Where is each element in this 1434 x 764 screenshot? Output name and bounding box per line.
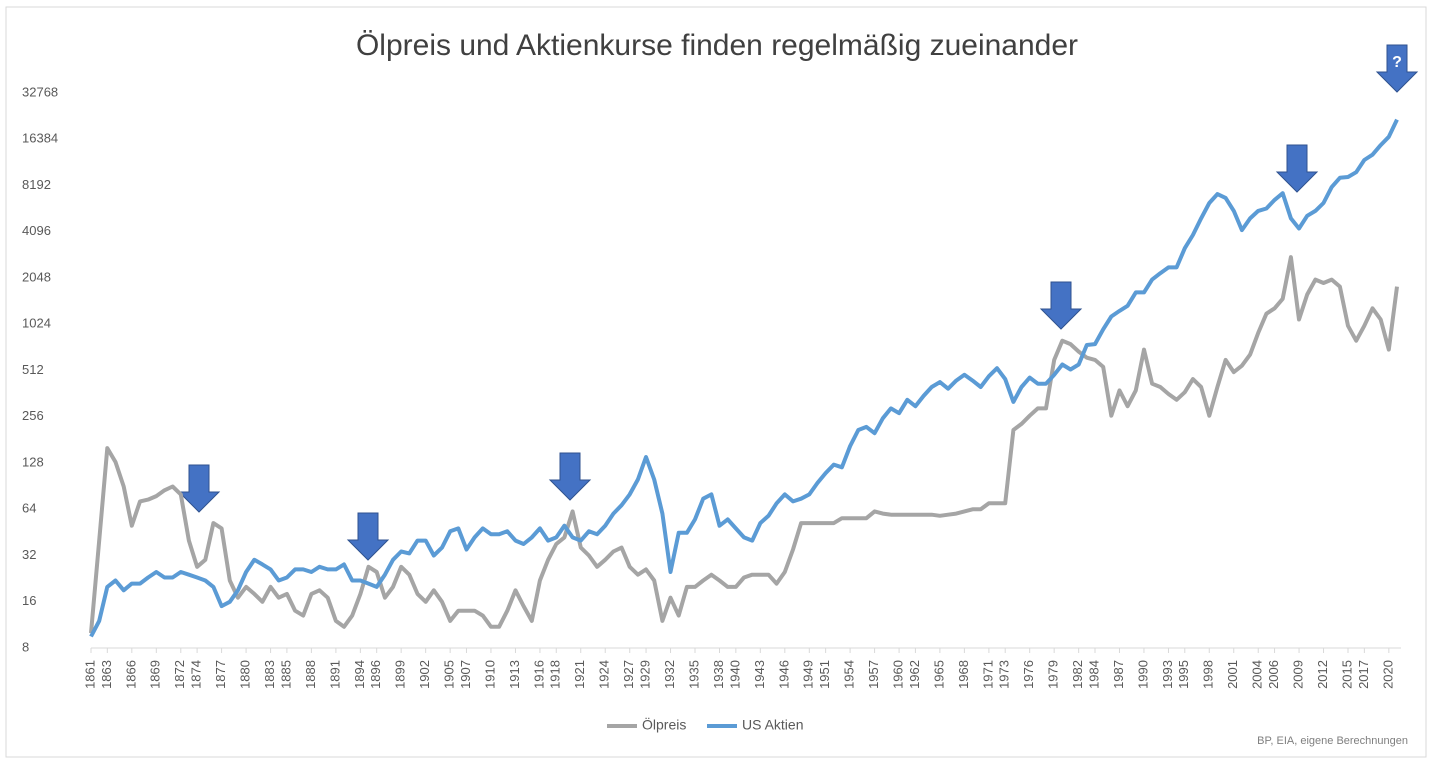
x-tick-label: 1872 — [172, 660, 187, 689]
x-tick-label: 1938 — [711, 660, 726, 689]
x-tick-label: 1982 — [1070, 660, 1085, 689]
y-tick-label: 4096 — [22, 223, 51, 238]
x-tick-label: 1927 — [621, 660, 636, 689]
x-tick-label: 1869 — [148, 660, 163, 689]
x-tick-label: 1960 — [891, 660, 906, 689]
x-tick-label: 1987 — [1111, 660, 1126, 689]
x-tick-label: 2006 — [1266, 660, 1281, 689]
legend-label: Ölpreis — [642, 716, 686, 733]
y-tick-label: 64 — [22, 501, 36, 516]
series-line — [89, 255, 1399, 634]
x-tick-label: 1921 — [572, 660, 587, 689]
x-tick-label: 1949 — [801, 660, 816, 689]
y-tick-label: 512 — [22, 362, 44, 377]
y-tick-label: 32 — [22, 547, 36, 562]
x-tick-label: 1979 — [1046, 660, 1061, 689]
x-tick-label: 1894 — [352, 660, 367, 689]
arrow — [346, 512, 390, 561]
x-tick-label: 2015 — [1339, 660, 1354, 689]
x-tick-label: 1951 — [817, 660, 832, 689]
legend-label: US Aktien — [742, 717, 803, 733]
x-tick-label: 1916 — [531, 660, 546, 689]
x-tick-label: 1993 — [1160, 660, 1175, 689]
arrow — [548, 452, 592, 501]
arrows — [177, 44, 1419, 561]
chart-frame — [5, 6, 1427, 758]
x-tick-label: 1874 — [189, 660, 204, 689]
x-tick-label: 1910 — [482, 660, 497, 689]
x-tick-label: 1943 — [752, 660, 767, 689]
x-tick-label: 1929 — [637, 660, 652, 689]
x-tick-label: 1976 — [1021, 660, 1036, 689]
x-tick-label: 1913 — [507, 660, 522, 689]
arrow — [1039, 281, 1083, 330]
x-tick-label: 1861 — [82, 660, 97, 689]
x-tick-label: 1990 — [1135, 660, 1150, 689]
x-tick-label: 2004 — [1250, 660, 1265, 689]
x-tick-label: 1863 — [99, 660, 114, 689]
x-tick-label: 1940 — [727, 660, 742, 689]
y-tick-label: 8192 — [22, 177, 51, 192]
x-tick-label: 1971 — [980, 660, 995, 689]
x-tick-label: 1968 — [956, 660, 971, 689]
y-tick-label: 32768 — [22, 84, 58, 99]
x-tick-label: 2012 — [1315, 660, 1330, 689]
y-tick-label: 256 — [22, 408, 44, 423]
x-tick-label: 1932 — [662, 660, 677, 689]
x-tick-label: 1896 — [368, 660, 383, 689]
y-tick-label: 8 — [22, 639, 29, 654]
arrow — [177, 464, 221, 513]
source: BP, EIA, eigene Berechnungen — [1257, 735, 1408, 747]
x-tick-label: 1935 — [686, 660, 701, 689]
x-tick-label: 1885 — [278, 660, 293, 689]
x-tick-label: 1998 — [1201, 660, 1216, 689]
x-tick-label: 2020 — [1380, 660, 1395, 689]
y-tick-label: 128 — [22, 454, 44, 469]
x-tick-label: 1888 — [303, 660, 318, 689]
x-tick-label: 2017 — [1356, 660, 1371, 689]
x-tick-label: 1880 — [238, 660, 253, 689]
arrow — [1375, 44, 1419, 93]
chart-title: Ölpreis und Aktienkurse finden regelmäßi… — [356, 29, 1078, 62]
series-line — [89, 118, 1399, 638]
y-tick-label: 1024 — [22, 316, 51, 331]
y-tick-label: 16 — [22, 593, 36, 608]
y-tick-label: 16384 — [22, 131, 58, 146]
x-tick-label: 1866 — [123, 660, 138, 689]
x-tick-label: 1954 — [842, 660, 857, 689]
x-tick-label: 1883 — [262, 660, 277, 689]
x-tick-label: 1965 — [931, 660, 946, 689]
x-tick-label: 1891 — [327, 660, 342, 689]
x-tick-label: 2009 — [1290, 660, 1305, 689]
x-tick-label: 1924 — [597, 660, 612, 689]
x-tick-label: 2001 — [1225, 660, 1240, 689]
x-tick-label: 1899 — [393, 660, 408, 689]
x-tick-label: 1918 — [548, 660, 563, 689]
x-tick-label: 1962 — [907, 660, 922, 689]
x-tick-label: 1946 — [776, 660, 791, 689]
x-tick-label: 1957 — [866, 660, 881, 689]
annotation: ? — [1392, 54, 1402, 71]
x-tick-label: 1995 — [1176, 660, 1191, 689]
x-tick-label: 1907 — [458, 660, 473, 689]
arrow — [1275, 144, 1319, 193]
x-tick-label: 1905 — [442, 660, 457, 689]
x-tick-label: 1984 — [1086, 660, 1101, 689]
x-tick-label: 1902 — [417, 660, 432, 689]
x-tick-label: 1973 — [997, 660, 1012, 689]
x-tick-label: 1877 — [213, 660, 228, 689]
y-tick-label: 2048 — [22, 269, 51, 284]
